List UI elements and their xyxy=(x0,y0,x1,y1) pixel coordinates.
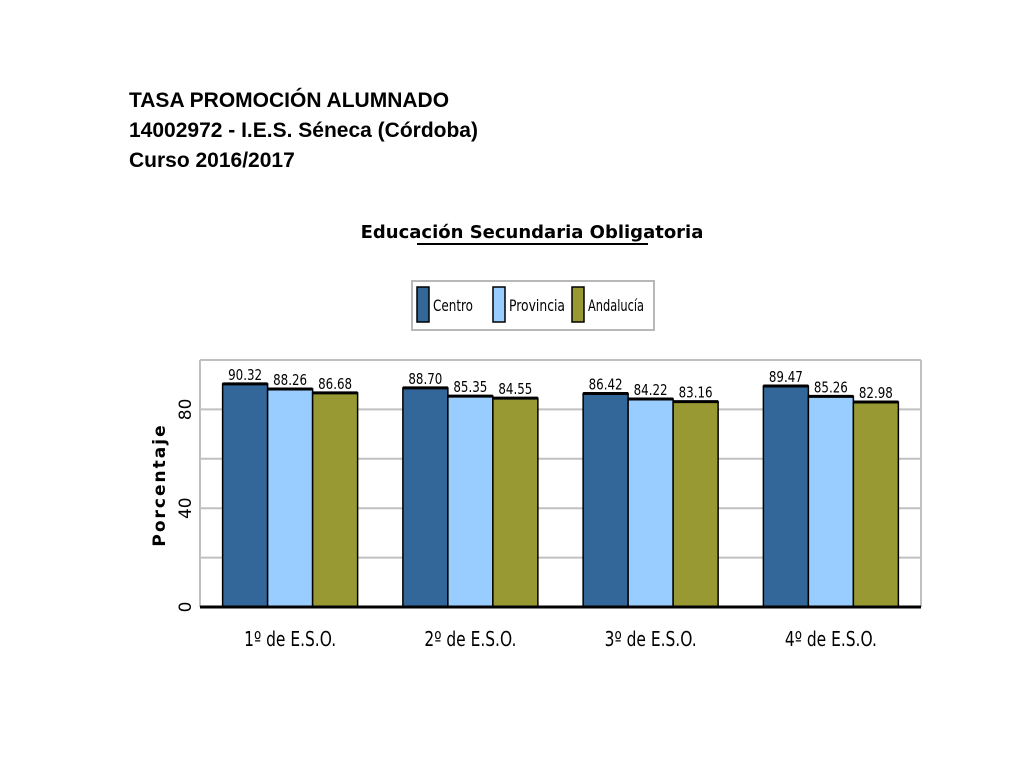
data-label: 86.68 xyxy=(318,375,352,393)
x-tick-label: 3º de E.S.O. xyxy=(605,627,697,651)
legend-swatch-centro xyxy=(416,286,430,323)
data-label: 83.16 xyxy=(679,384,713,402)
bar-provincia xyxy=(266,388,314,608)
data-label: 88.26 xyxy=(273,371,307,389)
plot-area: 0 40 80 90.32 88.26 86.68 1º de E.S.O. 88.70 85.… xyxy=(176,359,922,651)
bar-andalucia xyxy=(311,392,359,608)
y-axis-label: Porcentaje xyxy=(150,423,170,546)
y-tick-label: 0 xyxy=(176,602,196,613)
legend: Centro Provincia Andalucía xyxy=(411,280,655,331)
legend-label-andalucia: Andalucía xyxy=(588,296,644,315)
school-name: 14002972 - I.E.S. Séneca (Córdoba) xyxy=(129,119,478,142)
legend-box xyxy=(411,280,655,331)
bar-provincia xyxy=(627,398,674,608)
school-year: Curso 2016/2017 xyxy=(129,149,295,172)
y-tick-label: 40 xyxy=(176,497,196,519)
legend-swatch-andalucia xyxy=(571,286,585,323)
y-tick-label: 80 xyxy=(176,399,196,421)
bar-provincia xyxy=(807,395,855,608)
data-label: 90.32 xyxy=(228,366,262,384)
report-title: TASA PROMOCIÓN ALUMNADO xyxy=(129,89,450,112)
bar-centro xyxy=(582,392,629,608)
data-label: 89.47 xyxy=(769,368,803,386)
legend-label-centro: Centro xyxy=(433,296,473,315)
legend-swatch-provincia xyxy=(492,286,506,323)
bar-provincia xyxy=(447,395,494,608)
data-label: 86.42 xyxy=(589,376,623,394)
data-label: 84.22 xyxy=(634,381,668,399)
bar-centro xyxy=(762,385,810,608)
x-tick-label: 4º de E.S.O. xyxy=(785,627,877,651)
bar-andalucia xyxy=(672,400,719,608)
bar-centro xyxy=(221,383,269,608)
bar-andalucia xyxy=(852,401,900,608)
x-tick-label: 2º de E.S.O. xyxy=(424,627,516,651)
bar-centro xyxy=(402,387,449,608)
page-header: TASA PROMOCIÓN ALUMNADO 14002972 - I.E.S… xyxy=(129,86,478,176)
data-label: 85.26 xyxy=(814,378,848,396)
x-tick-label: 1º de E.S.O. xyxy=(244,627,336,651)
chart-title: Educación Secundaria Obligatoria xyxy=(361,222,704,243)
bar-andalucia xyxy=(492,397,539,608)
data-label: 85.35 xyxy=(453,378,487,396)
data-label: 82.98 xyxy=(859,384,893,402)
data-label: 84.55 xyxy=(498,380,532,398)
legend-label-provincia: Provincia xyxy=(509,296,565,315)
data-label: 88.70 xyxy=(408,370,442,388)
